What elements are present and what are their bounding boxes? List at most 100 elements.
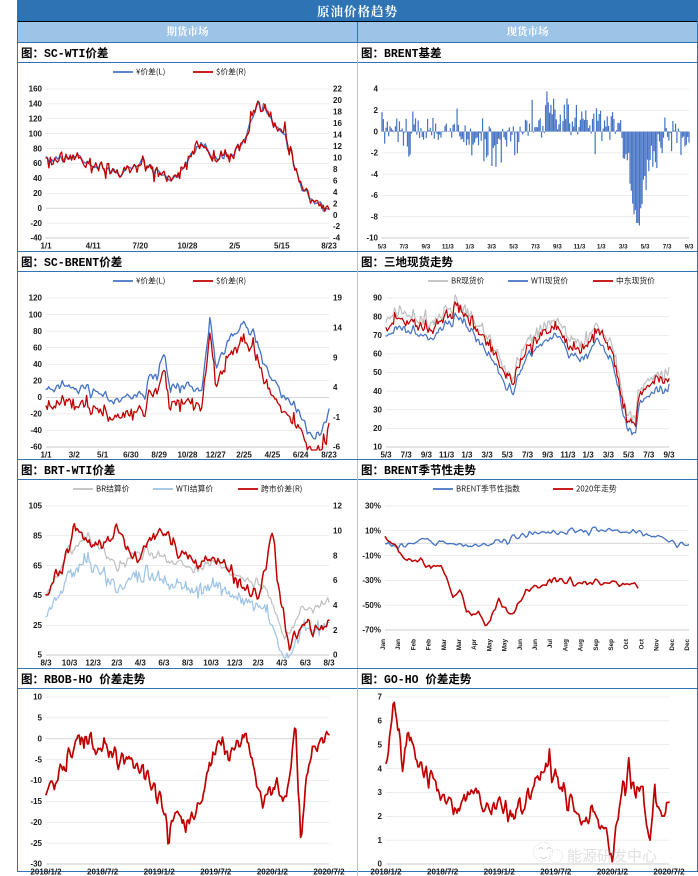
svg-text:120: 120 xyxy=(29,115,43,124)
svg-text:0: 0 xyxy=(38,393,43,402)
svg-text:5/3: 5/3 xyxy=(623,450,635,459)
svg-text:2: 2 xyxy=(333,199,338,208)
svg-text:40: 40 xyxy=(33,359,42,368)
svg-text:12/3: 12/3 xyxy=(85,659,101,668)
svg-text:0: 0 xyxy=(333,211,338,220)
svg-text:2018/7/2: 2018/7/2 xyxy=(427,867,459,876)
svg-text:10: 10 xyxy=(33,692,42,701)
svg-text:100: 100 xyxy=(29,310,43,319)
svg-text:11/3: 11/3 xyxy=(573,244,585,251)
svg-text:5: 5 xyxy=(378,740,383,749)
svg-text:4: 4 xyxy=(333,188,338,197)
svg-text:$价差(R): $价差(R) xyxy=(216,67,246,78)
svg-text:12: 12 xyxy=(333,142,342,151)
svg-text:10/3: 10/3 xyxy=(62,659,78,668)
svg-text:-2: -2 xyxy=(371,149,379,158)
svg-text:6/30: 6/30 xyxy=(123,450,139,459)
svg-text:Jun: Jun xyxy=(532,639,539,650)
svg-text:中东现货价: 中东现货价 xyxy=(616,275,655,286)
svg-text:9/3: 9/3 xyxy=(421,450,433,459)
svg-text:1/1: 1/1 xyxy=(40,450,52,459)
svg-text:7/3: 7/3 xyxy=(522,450,534,459)
svg-text:20: 20 xyxy=(373,424,382,433)
svg-text:May: May xyxy=(502,639,509,652)
svg-text:9/3: 9/3 xyxy=(685,244,694,251)
svg-text:160: 160 xyxy=(29,85,43,94)
svg-text:-10: -10 xyxy=(366,234,378,243)
svg-text:5/3: 5/3 xyxy=(380,450,392,459)
svg-text:¥价差(L): ¥价差(L) xyxy=(136,67,165,78)
svg-text:9/3: 9/3 xyxy=(663,450,675,459)
svg-text:8/3: 8/3 xyxy=(182,659,194,668)
svg-text:¥价差(L): ¥价差(L) xyxy=(136,275,165,286)
svg-text:-20: -20 xyxy=(30,817,42,826)
svg-text:-15: -15 xyxy=(30,797,42,806)
svg-text:80: 80 xyxy=(33,326,42,335)
svg-text:9/3: 9/3 xyxy=(542,450,554,459)
svg-text:70: 70 xyxy=(373,331,382,340)
svg-text:能源研发中心: 能源研发中心 xyxy=(567,845,657,866)
svg-text:Mar: Mar xyxy=(456,638,463,650)
svg-text:2018/1/2: 2018/1/2 xyxy=(370,867,402,876)
svg-text:8/3: 8/3 xyxy=(40,659,52,668)
svg-text:9/3: 9/3 xyxy=(422,244,431,251)
svg-text:4: 4 xyxy=(378,764,383,773)
svg-text:跨市价差(R): 跨市价差(R) xyxy=(261,484,302,495)
svg-text:Aug: Aug xyxy=(562,639,569,651)
svg-text:10/3: 10/3 xyxy=(203,659,219,668)
svg-text:7: 7 xyxy=(378,692,383,701)
svg-text:3/3: 3/3 xyxy=(482,450,494,459)
svg-text:6: 6 xyxy=(333,176,338,185)
svg-text:Aug: Aug xyxy=(578,639,585,651)
svg-text:20: 20 xyxy=(333,96,342,105)
svg-text:0: 0 xyxy=(38,204,43,213)
svg-text:8: 8 xyxy=(333,551,338,560)
svg-text:6: 6 xyxy=(378,716,383,725)
svg-text:BRENT季节性指数: BRENT季节性指数 xyxy=(456,484,520,495)
svg-text:2019/7/2: 2019/7/2 xyxy=(200,867,232,876)
svg-text:1/3: 1/3 xyxy=(597,244,606,251)
svg-text:6/24: 6/24 xyxy=(293,450,309,459)
svg-text:16: 16 xyxy=(333,119,342,128)
svg-text:2020/1/2: 2020/1/2 xyxy=(257,867,289,876)
svg-text:5: 5 xyxy=(38,713,43,722)
svg-text:6/3: 6/3 xyxy=(158,659,170,668)
svg-text:7/3: 7/3 xyxy=(531,244,540,251)
svg-text:7/3: 7/3 xyxy=(401,450,413,459)
svg-text:8/23: 8/23 xyxy=(321,242,337,251)
svg-text:-5: -5 xyxy=(35,755,43,764)
svg-text:Dec: Dec xyxy=(684,639,691,651)
svg-text:11/3: 11/3 xyxy=(442,244,454,251)
svg-text:Jun: Jun xyxy=(517,639,524,650)
svg-text:80: 80 xyxy=(33,144,42,153)
svg-text:4: 4 xyxy=(333,383,338,392)
svg-text:5/3: 5/3 xyxy=(641,244,650,251)
svg-text:4/25: 4/25 xyxy=(265,450,281,459)
svg-text:2019/1/2: 2019/1/2 xyxy=(144,867,176,876)
svg-text:WTI结算价: WTI结算价 xyxy=(176,484,213,495)
svg-text:3/3: 3/3 xyxy=(619,244,628,251)
svg-text:7/3: 7/3 xyxy=(643,450,655,459)
svg-text:4: 4 xyxy=(333,601,338,610)
svg-text:25: 25 xyxy=(33,621,42,630)
svg-text:1/3: 1/3 xyxy=(465,244,474,251)
svg-text:4/11: 4/11 xyxy=(86,242,102,251)
svg-text:80: 80 xyxy=(373,312,382,321)
svg-text:Feb: Feb xyxy=(410,639,417,650)
svg-text:30%: 30% xyxy=(365,502,381,511)
svg-text:2018/1/2: 2018/1/2 xyxy=(30,867,62,876)
svg-text:7/3: 7/3 xyxy=(663,244,672,251)
svg-text:BR结算价: BR结算价 xyxy=(96,484,130,495)
svg-text:10/28: 10/28 xyxy=(177,450,198,459)
svg-text:1/3: 1/3 xyxy=(583,450,595,459)
svg-text:120: 120 xyxy=(29,293,43,302)
svg-text:5/15: 5/15 xyxy=(274,242,290,251)
svg-text:2020年走势: 2020年走势 xyxy=(576,484,617,495)
svg-text:3/3: 3/3 xyxy=(487,244,496,251)
svg-text:0: 0 xyxy=(374,127,379,136)
svg-text:-30%: -30% xyxy=(362,576,381,585)
svg-text:2020/7/2: 2020/7/2 xyxy=(313,867,345,876)
svg-text:-4: -4 xyxy=(371,170,379,179)
svg-text:40: 40 xyxy=(373,386,382,395)
svg-text:2: 2 xyxy=(333,626,338,635)
